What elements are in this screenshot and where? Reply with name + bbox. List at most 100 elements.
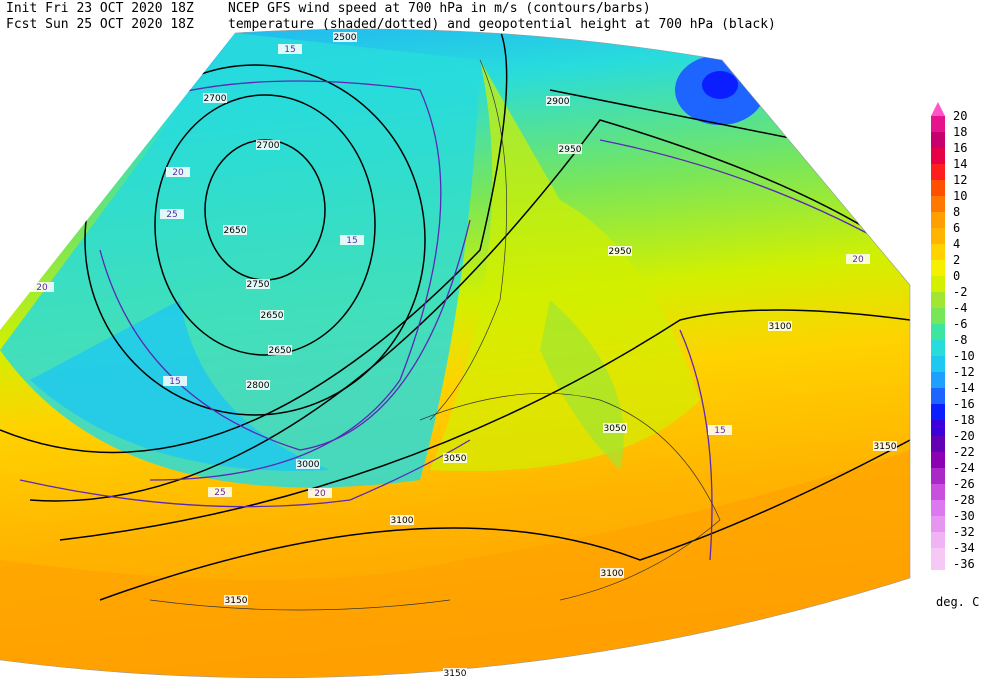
colorbar-label: -32 [953, 525, 975, 539]
wind-label: 15 [714, 426, 725, 436]
label-box [296, 459, 320, 469]
colorbar-label: 16 [953, 141, 967, 155]
colorbar-swatch [931, 388, 945, 404]
colorbar-label: -24 [953, 461, 975, 475]
label-box [600, 568, 624, 578]
colorbar-label: 2 [953, 253, 960, 267]
colorbar-swatch [931, 148, 945, 164]
height-label: 3150 [874, 442, 897, 452]
height-label: 2700 [257, 141, 280, 151]
colorbar-swatch [931, 244, 945, 260]
colorbar-swatch [931, 212, 945, 228]
label-box [846, 254, 870, 264]
label-box [443, 453, 467, 463]
label-box [224, 595, 248, 605]
colorbar-label: 6 [953, 221, 960, 235]
colorbar-label: 8 [953, 205, 960, 219]
colorbar-swatch [931, 180, 945, 196]
colorbar-label: 20 [953, 109, 967, 123]
label-box [208, 487, 232, 497]
label-box [333, 32, 357, 42]
colorbar-arrow [931, 102, 945, 116]
colorbar-label: -10 [953, 349, 975, 363]
colorbar-swatch [931, 292, 945, 308]
label-box [166, 167, 190, 177]
label-box [558, 144, 582, 154]
colorbar-swatch [931, 132, 945, 148]
colorbar-swatch [931, 436, 945, 452]
wind-label: 20 [852, 255, 864, 265]
colorbar-swatch [931, 484, 945, 500]
colorbar-label: -14 [953, 381, 975, 395]
colorbar-label: -28 [953, 493, 975, 507]
colorbar-swatch [931, 500, 945, 516]
height-label: 3150 [225, 596, 248, 606]
wind-label: 20 [172, 168, 184, 178]
label-box [163, 376, 187, 386]
height-label: 3150 [444, 669, 467, 679]
colorbar-label: 0 [953, 269, 960, 283]
height-label: 2650 [224, 226, 247, 236]
label-box [708, 425, 732, 435]
label-box [256, 140, 280, 150]
height-label: 3050 [444, 454, 467, 464]
label-box [546, 96, 570, 106]
label-box [203, 93, 227, 103]
height-label: 3000 [297, 460, 320, 470]
colorbar: 20181614121086420-2-4-6-8-10-12-14-16-18… [931, 102, 975, 571]
colorbar-label: -16 [953, 397, 975, 411]
wind-label: 20 [36, 283, 48, 293]
title-line-2: temperature (shaded/dotted) and geopoten… [228, 17, 776, 32]
colorbar-label: -30 [953, 509, 975, 523]
label-box [260, 310, 284, 320]
height-label: 2800 [247, 381, 270, 391]
colorbar-swatch [931, 404, 945, 420]
height-label: 2700 [204, 94, 227, 104]
colorbar-swatch [931, 228, 945, 244]
colorbar-swatch [931, 468, 945, 484]
colorbar-label: -20 [953, 429, 975, 443]
height-label: 2500 [334, 33, 357, 43]
label-box [340, 235, 364, 245]
height-label: 3100 [391, 516, 414, 526]
height-label: 2950 [559, 145, 582, 155]
label-box [308, 488, 332, 498]
title-line-1: NCEP GFS wind speed at 700 hPa in m/s (c… [228, 1, 651, 16]
label-box [603, 423, 627, 433]
wind-label: 25 [214, 488, 225, 498]
height-label: 2750 [247, 280, 270, 290]
label-box [30, 282, 54, 292]
wind-label: 25 [166, 210, 177, 220]
colorbar-swatch [931, 276, 945, 292]
label-box [443, 668, 467, 678]
label-box [390, 515, 414, 525]
wind-label: 15 [169, 377, 180, 387]
map-labels: 2500 2700 2700 2650 2750 2650 2650 2800 2900 2950… [30, 32, 897, 679]
height-label: 3050 [604, 424, 627, 434]
colorbar-label: -18 [953, 413, 975, 427]
label-box [608, 246, 632, 256]
colorbar-swatch [931, 564, 945, 570]
colorbar-swatch [931, 452, 945, 468]
height-label: 2950 [609, 247, 632, 257]
colorbar-label: 4 [953, 237, 960, 251]
label-box [246, 380, 270, 390]
colorbar-swatch [931, 548, 945, 564]
colorbar-label: -12 [953, 365, 975, 379]
legend-unit: deg. C [936, 595, 979, 609]
colorbar-label: 10 [953, 189, 967, 203]
colorbar-label: 14 [953, 157, 967, 171]
wind-label: 15 [284, 45, 295, 55]
label-box [278, 44, 302, 54]
height-label: 2650 [269, 346, 292, 356]
height-label: 3100 [601, 569, 624, 579]
forecast-time: Fcst Sun 25 OCT 2020 18Z [6, 17, 194, 32]
colorbar-swatch [931, 340, 945, 356]
colorbar-label: -8 [953, 333, 967, 347]
colorbar-swatch [931, 196, 945, 212]
height-label: 3100 [769, 322, 792, 332]
colorbar-swatch [931, 260, 945, 276]
